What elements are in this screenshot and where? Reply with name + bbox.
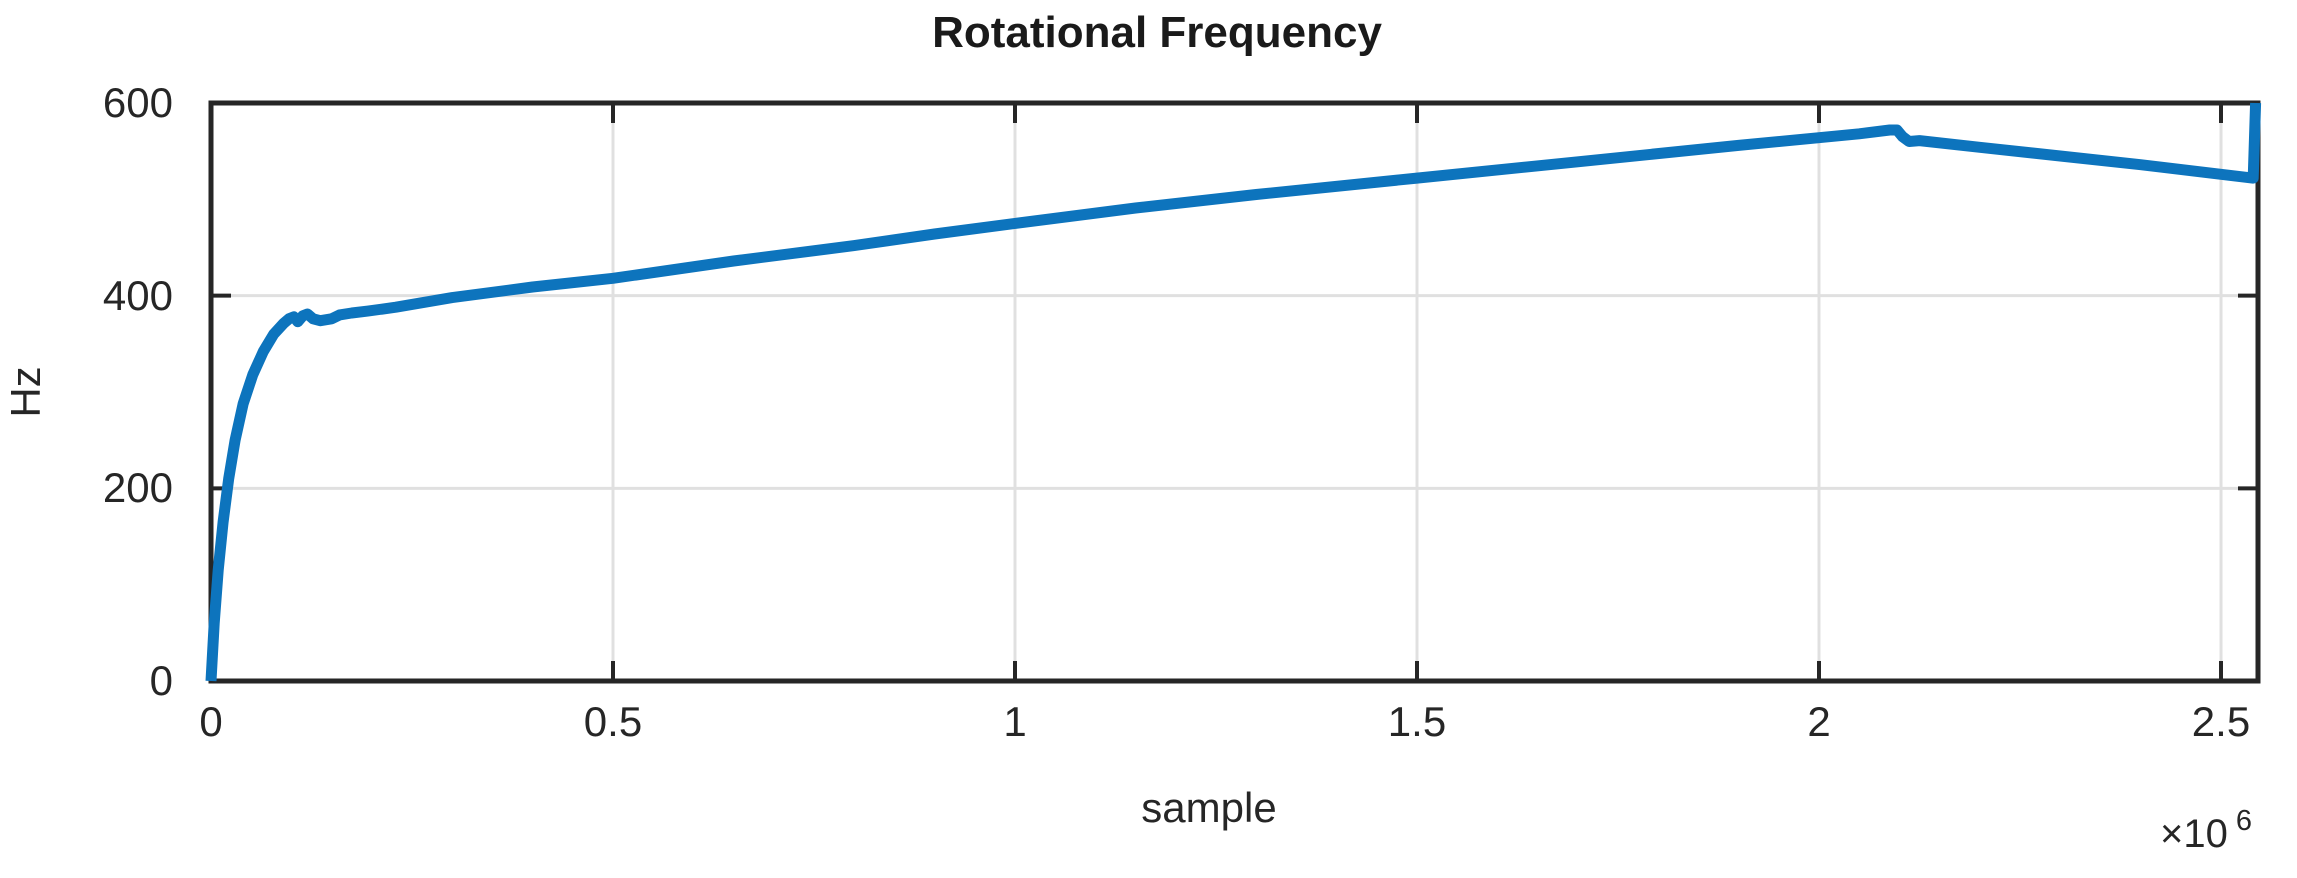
x-axis-label: sample [1141, 784, 1277, 831]
x-axis-exponent-power: 6 [2235, 805, 2252, 837]
y-axis-label: Hz [2, 366, 49, 418]
y-tick-label: 400 [102, 272, 173, 319]
x-axis-exponent: ×10 6 [2160, 805, 2252, 857]
axes-box [208, 100, 2261, 684]
x-tick-label: 1 [1003, 698, 1027, 745]
y-tick-label: 600 [102, 79, 173, 126]
y-tick-label: 200 [102, 464, 173, 511]
series-line-rotational-frequency [205, 102, 2262, 682]
y-tick-label: 0 [149, 657, 173, 704]
x-tick-label: 0.5 [583, 698, 643, 745]
x-tick-label: 2.5 [2191, 698, 2251, 745]
x-axis-exponent-prefix: ×10 [2160, 812, 2228, 856]
x-tick-label: 2 [1807, 698, 1831, 745]
chart-title: Rotational Frequency [932, 8, 1382, 57]
x-tick-label: 0 [199, 698, 223, 745]
x-tick-label: 1.5 [1387, 698, 1447, 745]
